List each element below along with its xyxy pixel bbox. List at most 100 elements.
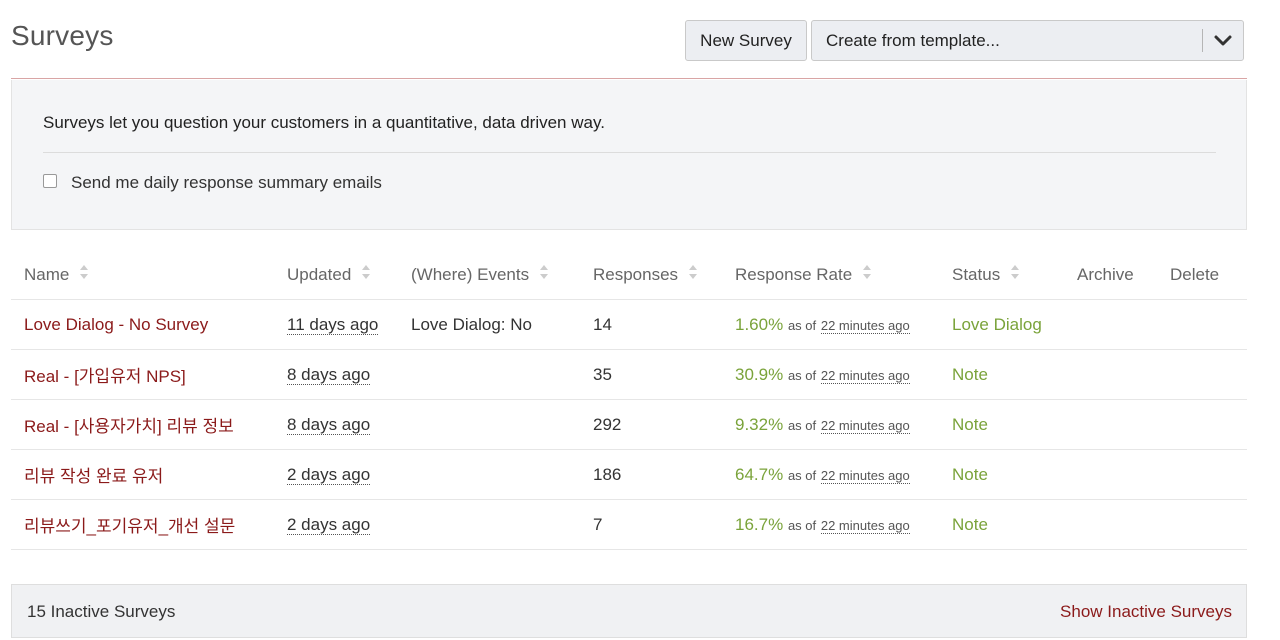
column-header-response-rate[interactable]: Response Rate [735,251,952,300]
responses-cell: 292 [593,399,735,450]
column-label: Archive [1077,265,1134,284]
status-label: Love Dialog [952,314,1042,334]
as-of-label: as of [787,317,817,333]
status-cell: Note [952,349,1077,400]
status-cell: Note [952,499,1077,550]
column-label: Updated [287,265,352,284]
response-rate-cell: 30.9% as of 22 minutes ago [735,349,952,400]
responses-cell: 7 [593,499,735,550]
show-inactive-surveys-link[interactable]: Show Inactive Surveys [1060,602,1232,621]
column-label: Delete [1170,265,1220,284]
as-of-time: 22 minutes ago [820,417,910,434]
response-rate-value: 9.32% [735,414,784,434]
delete-cell [1170,349,1247,400]
response-rate-cell: 64.7% as of 22 minutes ago [735,449,952,500]
survey-name-cell: Real - [가입유저 NPS] [11,349,287,400]
status-label: Note [952,364,988,384]
column-header-archive: Archive [1077,251,1170,300]
delete-cell [1170,449,1247,500]
create-from-template-select[interactable]: Create from template... [811,20,1244,61]
archive-cell [1077,299,1170,350]
survey-name-link[interactable]: 리뷰 작성 완료 유저 [24,467,164,486]
updated-time: 11 days ago [287,314,379,335]
column-label: (Where) Events [411,265,530,284]
archive-cell [1077,349,1170,400]
table-header-row: Name Updated (Where) Events Responses Re… [11,251,1247,300]
sort-icon[interactable] [539,264,549,285]
delete-cell [1170,499,1247,550]
response-rate-value: 16.7% [735,514,784,534]
column-header-events[interactable]: (Where) Events [411,251,593,300]
survey-name-link[interactable]: Love Dialog - No Survey [24,314,209,334]
column-label: Name [24,265,70,284]
updated-cell: 8 days ago [287,349,411,400]
column-header-delete: Delete [1170,251,1247,300]
updated-time: 2 days ago [287,464,371,485]
archive-cell [1077,449,1170,500]
updated-time: 2 days ago [287,514,371,535]
column-header-name[interactable]: Name [11,251,287,300]
archive-cell [1077,399,1170,450]
survey-name-link[interactable]: Real - [가입유저 NPS] [24,367,186,386]
sort-icon[interactable] [361,264,371,285]
daily-summary-checkbox[interactable] [43,174,57,188]
as-of-time: 22 minutes ago [820,467,910,484]
sort-icon[interactable] [1010,264,1020,285]
delete-cell [1170,399,1247,450]
chevron-down-icon[interactable] [1203,21,1243,60]
status-label: Note [952,464,988,484]
survey-name-cell: Love Dialog - No Survey [11,299,287,350]
table-row: 리뷰 작성 완료 유저 2 days ago 186 64.7% as of 2… [11,449,1247,500]
archive-cell [1077,499,1170,550]
inactive-surveys-bar: 15 Inactive Surveys Show Inactive Survey… [11,584,1247,638]
responses-cell: 14 [593,299,735,350]
column-header-updated[interactable]: Updated [287,251,411,300]
column-label: Responses [593,265,679,284]
status-label: Note [952,514,988,534]
sort-icon[interactable] [688,264,698,285]
events-cell [411,399,593,450]
status-cell: Love Dialog [952,299,1077,350]
info-panel: Surveys let you question your customers … [11,80,1247,230]
surveys-description: Surveys let you question your customers … [43,113,605,132]
events-cell: Love Dialog: No [411,299,593,350]
status-cell: Note [952,449,1077,500]
response-rate-value: 64.7% [735,464,784,484]
page-header: Surveys New Survey Create from template.… [11,0,1247,79]
column-header-responses[interactable]: Responses [593,251,735,300]
as-of-label: as of [787,367,817,383]
new-survey-button[interactable]: New Survey [685,20,807,61]
status-label: Note [952,414,988,434]
survey-name-cell: 리뷰 작성 완료 유저 [11,449,287,500]
as-of-time: 22 minutes ago [820,517,910,534]
sort-icon[interactable] [862,264,872,285]
updated-cell: 2 days ago [287,499,411,550]
column-header-status[interactable]: Status [952,251,1077,300]
survey-name-link[interactable]: 리뷰쓰기_포기유저_개선 설문 [24,517,236,536]
survey-name-cell: Real - [사용자가치] 리뷰 정보 [11,399,287,450]
updated-time: 8 days ago [287,364,371,385]
responses-cell: 35 [593,349,735,400]
events-cell [411,499,593,550]
updated-cell: 2 days ago [287,449,411,500]
response-rate-cell: 1.60% as of 22 minutes ago [735,299,952,350]
daily-summary-checkbox-label[interactable]: Send me daily response summary emails [71,173,382,192]
table-row: 리뷰쓰기_포기유저_개선 설문 2 days ago 7 16.7% as of… [11,499,1247,550]
sort-icon[interactable] [79,264,89,285]
inactive-surveys-count: 15 Inactive Surveys [27,602,176,621]
table-row: Love Dialog - No Survey 11 days ago Love… [11,299,1247,350]
updated-cell: 8 days ago [287,399,411,450]
column-label: Status [952,265,1001,284]
response-rate-cell: 9.32% as of 22 minutes ago [735,399,952,450]
info-divider [43,152,1216,153]
table-row: Real - [사용자가치] 리뷰 정보 8 days ago 292 9.32… [11,399,1247,450]
column-label: Response Rate [735,265,853,284]
response-rate-cell: 16.7% as of 22 minutes ago [735,499,952,550]
updated-time: 8 days ago [287,414,371,435]
updated-cell: 11 days ago [287,299,411,350]
response-rate-value: 30.9% [735,364,784,384]
survey-name-cell: 리뷰쓰기_포기유저_개선 설문 [11,499,287,550]
survey-name-link[interactable]: Real - [사용자가치] 리뷰 정보 [24,417,234,436]
as-of-label: as of [787,417,817,433]
